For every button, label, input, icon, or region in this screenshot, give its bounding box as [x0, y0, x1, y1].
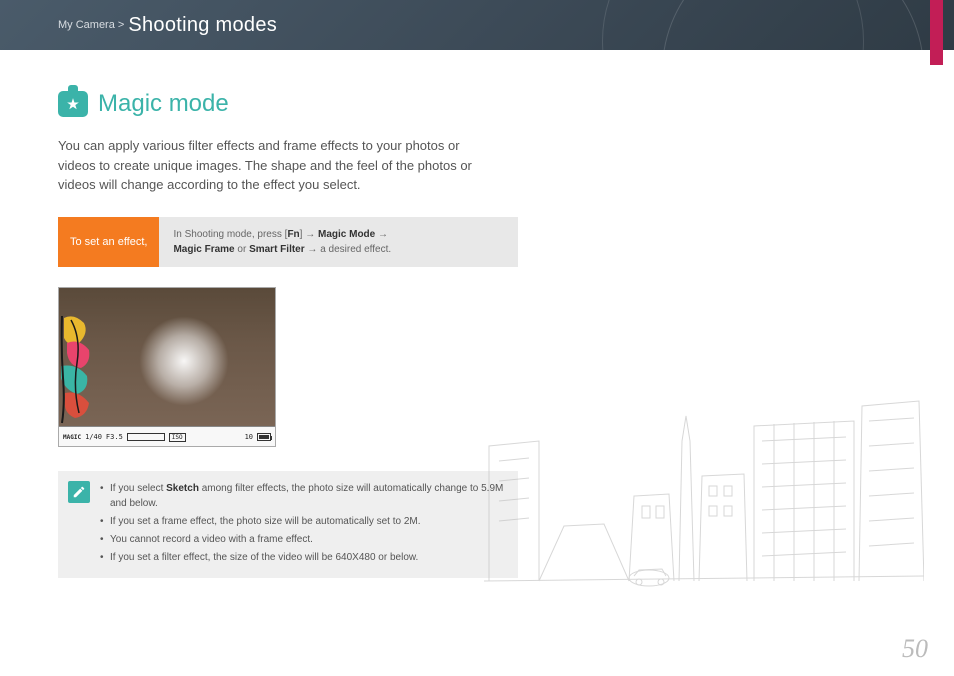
instr-text: In Shooting mode, press [ — [173, 229, 287, 240]
preview-aperture: F3.5 — [106, 433, 123, 441]
instr-text: → a desired effect. — [305, 244, 392, 255]
note-box: If you select Sketch among filter effect… — [58, 471, 518, 578]
instr-bold: Smart Filter — [249, 244, 305, 255]
breadcrumb-title: Shooting modes — [128, 14, 277, 37]
camera-star-icon — [58, 91, 88, 117]
instr-fn: Fn — [287, 229, 299, 240]
preview-mode: MAGIC — [63, 434, 81, 441]
note-item: If you set a frame effect, the photo siz… — [100, 514, 506, 529]
instr-text: or — [235, 244, 249, 255]
pen-icon — [68, 481, 90, 503]
preview-lens-flare — [139, 316, 229, 406]
page-header: My Camera > Shooting modes — [0, 0, 954, 50]
instr-text: ] → — [300, 229, 318, 240]
instruction-label: To set an effect, — [58, 217, 159, 267]
section-title: Magic mode — [98, 90, 229, 118]
preview-art-graffiti — [59, 308, 119, 426]
section-heading: Magic mode — [58, 90, 896, 118]
instr-bold: Magic Mode — [318, 229, 375, 240]
camera-preview: MAGIC 1/40 F3.5 ISO 10 — [58, 287, 276, 447]
cityscape-illustration — [484, 346, 924, 606]
note-item: You cannot record a video with a frame e… — [100, 532, 506, 547]
instruction-box: To set an effect, In Shooting mode, pres… — [58, 217, 518, 267]
preview-status-bar: MAGIC 1/40 F3.5 ISO 10 — [59, 426, 275, 447]
battery-icon — [257, 433, 271, 441]
instruction-body: In Shooting mode, press [Fn] → Magic Mod… — [159, 217, 518, 267]
section-body-text: You can apply various filter effects and… — [58, 136, 478, 195]
preview-image — [59, 288, 275, 426]
preview-shots: 10 — [245, 433, 253, 441]
breadcrumb-prefix: My Camera > — [58, 19, 124, 31]
instr-bold: Magic Frame — [173, 244, 234, 255]
preview-iso: ISO — [169, 433, 186, 442]
preview-shutter: 1/40 — [85, 433, 102, 441]
note-list: If you select Sketch among filter effect… — [100, 481, 506, 568]
note-item: If you select Sketch among filter effect… — [100, 481, 506, 511]
preview-ev-scale — [127, 433, 165, 441]
instr-text: → — [375, 229, 388, 240]
page-number: 50 — [902, 634, 928, 664]
note-item: If you set a filter effect, the size of … — [100, 550, 506, 565]
